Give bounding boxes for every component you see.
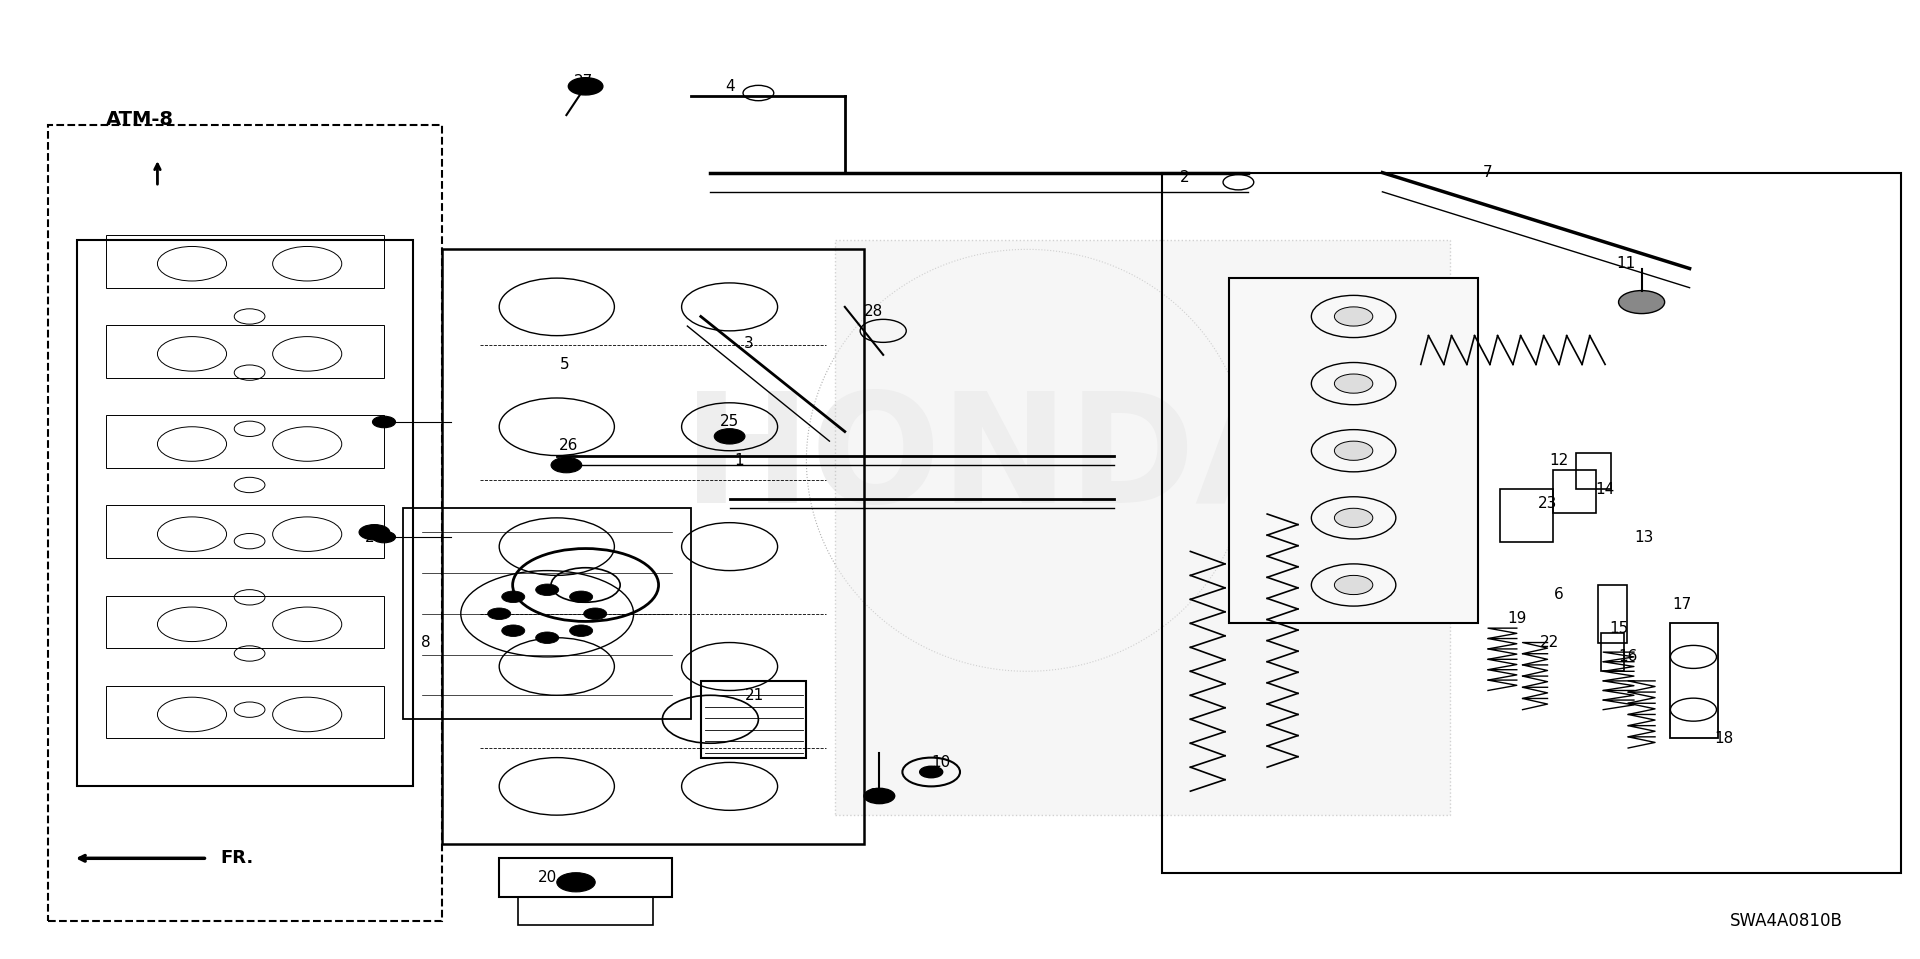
Bar — [499, 858, 672, 897]
Bar — [835, 240, 1450, 815]
Text: 27: 27 — [574, 74, 593, 89]
Circle shape — [1334, 508, 1373, 527]
Text: 1: 1 — [733, 453, 745, 468]
Bar — [442, 249, 864, 844]
Circle shape — [1334, 575, 1373, 595]
Text: 13: 13 — [1634, 529, 1653, 545]
Circle shape — [568, 78, 603, 95]
Text: 18: 18 — [1715, 731, 1734, 746]
Circle shape — [714, 429, 745, 444]
Circle shape — [372, 531, 396, 543]
Circle shape — [1619, 291, 1665, 314]
Circle shape — [501, 625, 524, 637]
Text: HONDA: HONDA — [684, 386, 1313, 535]
Text: SWA4A0810B: SWA4A0810B — [1730, 912, 1843, 929]
Text: 17: 17 — [1672, 596, 1692, 612]
Bar — [1553, 470, 1596, 513]
Circle shape — [557, 873, 595, 892]
Text: 25: 25 — [720, 414, 739, 430]
Circle shape — [1334, 307, 1373, 326]
Circle shape — [920, 766, 943, 778]
Circle shape — [501, 591, 524, 602]
Circle shape — [864, 788, 895, 804]
Bar — [1229, 278, 1478, 623]
Bar — [77, 240, 413, 786]
Bar — [106, 325, 384, 378]
Circle shape — [1334, 374, 1373, 393]
Circle shape — [551, 457, 582, 473]
Text: 12: 12 — [1549, 453, 1569, 468]
Circle shape — [488, 608, 511, 620]
Bar — [106, 686, 384, 738]
Text: 6: 6 — [1553, 587, 1565, 602]
Circle shape — [570, 625, 593, 637]
Bar — [1601, 633, 1624, 671]
Text: 20: 20 — [538, 870, 557, 885]
Text: 2: 2 — [1179, 170, 1190, 185]
Bar — [1162, 173, 1901, 873]
Text: 24: 24 — [365, 529, 384, 545]
Text: 26: 26 — [559, 438, 578, 454]
Text: 14: 14 — [1596, 481, 1615, 497]
Text: 5: 5 — [559, 357, 570, 372]
Text: 15: 15 — [1609, 620, 1628, 636]
Bar — [403, 508, 691, 719]
Text: 4: 4 — [724, 79, 735, 94]
Bar — [1576, 453, 1611, 489]
Text: FR.: FR. — [221, 850, 253, 867]
Text: 22: 22 — [1540, 635, 1559, 650]
Text: 11: 11 — [1617, 256, 1636, 271]
Text: 8: 8 — [420, 635, 432, 650]
Bar — [106, 596, 384, 648]
Bar — [701, 681, 806, 758]
Circle shape — [536, 584, 559, 596]
Text: 21: 21 — [745, 688, 764, 703]
Text: 3: 3 — [743, 336, 755, 351]
Text: 10: 10 — [931, 755, 950, 770]
Text: 19: 19 — [1507, 611, 1526, 626]
Bar — [106, 415, 384, 468]
Bar — [48, 125, 442, 921]
Bar — [106, 235, 384, 288]
Bar — [106, 505, 384, 558]
Text: 23: 23 — [1538, 496, 1557, 511]
Text: 16: 16 — [1619, 649, 1638, 665]
Text: 7: 7 — [1482, 165, 1494, 180]
Circle shape — [1334, 441, 1373, 460]
Bar — [1500, 489, 1553, 542]
Circle shape — [570, 591, 593, 602]
Bar — [1597, 585, 1628, 643]
Circle shape — [372, 416, 396, 428]
Text: ATM-8: ATM-8 — [106, 110, 173, 129]
Text: 28: 28 — [864, 304, 883, 319]
Circle shape — [359, 525, 390, 540]
Circle shape — [536, 632, 559, 643]
Bar — [518, 897, 653, 925]
Circle shape — [584, 608, 607, 620]
Text: 9: 9 — [868, 788, 879, 804]
